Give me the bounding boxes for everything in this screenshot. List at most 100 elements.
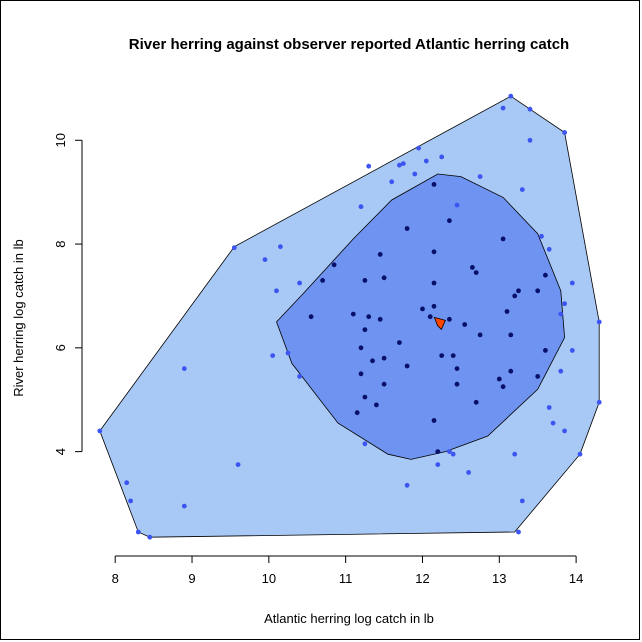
data-point [516, 288, 521, 294]
data-point [431, 418, 437, 423]
data-point [397, 162, 402, 168]
data-point [546, 405, 552, 410]
data-point [389, 179, 395, 185]
data-point [508, 93, 514, 99]
data-point [569, 280, 575, 286]
chart-title: River herring against observer reported … [129, 36, 569, 53]
data-point [519, 498, 525, 504]
data-point [562, 130, 567, 135]
data-point [431, 280, 437, 286]
data-point [297, 280, 302, 286]
data-point [135, 529, 141, 535]
data-point [427, 314, 433, 320]
x-tick-label: 12 [415, 571, 429, 586]
data-point [519, 187, 525, 193]
x-tick-label: 8 [112, 571, 119, 586]
data-point [466, 470, 471, 475]
data-point [181, 503, 187, 509]
x-tick-label: 9 [188, 571, 195, 586]
data-point [358, 371, 364, 377]
median-marker [433, 316, 446, 331]
y-tick-label: 6 [53, 344, 68, 351]
data-point [512, 451, 518, 457]
data-point [366, 314, 372, 320]
data-point [297, 374, 302, 379]
data-point [477, 174, 483, 180]
data-point [500, 236, 506, 242]
data-point [358, 204, 364, 210]
data-point [381, 275, 387, 281]
data-point [543, 272, 548, 278]
data-point [473, 399, 479, 405]
data-point [374, 402, 379, 408]
data-point [331, 262, 337, 268]
data-point [558, 368, 564, 374]
data-point [543, 348, 548, 353]
data-point [235, 462, 241, 467]
data-point [377, 252, 383, 257]
data-point [412, 171, 418, 177]
data-point [596, 399, 602, 405]
data-point [97, 428, 103, 434]
data-point [431, 303, 437, 309]
x-tick-label: 10 [262, 571, 276, 586]
data-point [397, 340, 402, 345]
data-point [377, 316, 383, 322]
data-point [454, 202, 460, 208]
data-point [435, 449, 441, 454]
data-point [147, 534, 153, 540]
x-tick-label: 11 [339, 571, 353, 586]
plot-area [97, 93, 602, 540]
data-point [231, 245, 237, 251]
x-axis: 8 9 10 11 12 13 14 [112, 555, 583, 586]
data-point [577, 451, 583, 457]
data-point [350, 311, 356, 317]
data-point [431, 249, 437, 255]
data-point [508, 368, 514, 374]
data-point [439, 154, 445, 160]
data-point [447, 316, 452, 322]
y-axis: 4 6 8 10 [53, 133, 83, 455]
data-point [596, 319, 602, 325]
data-point [320, 278, 325, 283]
data-point [447, 449, 452, 454]
data-point [362, 278, 368, 283]
data-point [546, 246, 552, 252]
data-point [362, 394, 368, 400]
data-point [366, 163, 372, 169]
data-point [450, 451, 456, 457]
data-point [450, 353, 456, 358]
data-point [128, 498, 134, 504]
data-point [462, 322, 468, 327]
data-point [285, 350, 291, 356]
data-point [562, 301, 567, 307]
data-point [404, 363, 410, 369]
data-point [473, 270, 479, 275]
data-point [358, 345, 364, 351]
data-point [569, 348, 575, 353]
data-point [516, 529, 521, 535]
data-point [308, 314, 314, 320]
points-layer [97, 93, 602, 540]
data-point [278, 244, 283, 250]
data-point [362, 441, 368, 447]
data-point [404, 226, 410, 231]
x-axis-label: Atlantic herring log catch in lb [264, 611, 434, 626]
data-point [262, 257, 268, 262]
data-point [470, 265, 475, 270]
data-point [454, 381, 460, 387]
data-point [539, 233, 544, 239]
data-point [439, 353, 445, 358]
data-point [381, 381, 387, 387]
data-point [381, 355, 387, 361]
data-point [447, 218, 452, 224]
data-point [512, 293, 518, 299]
x-tick-label: 14 [569, 571, 583, 586]
data-point [550, 420, 556, 426]
data-point [370, 358, 375, 364]
data-point [404, 482, 410, 488]
y-axis-label: River herring log catch in lb [11, 239, 26, 397]
data-point [416, 145, 421, 151]
